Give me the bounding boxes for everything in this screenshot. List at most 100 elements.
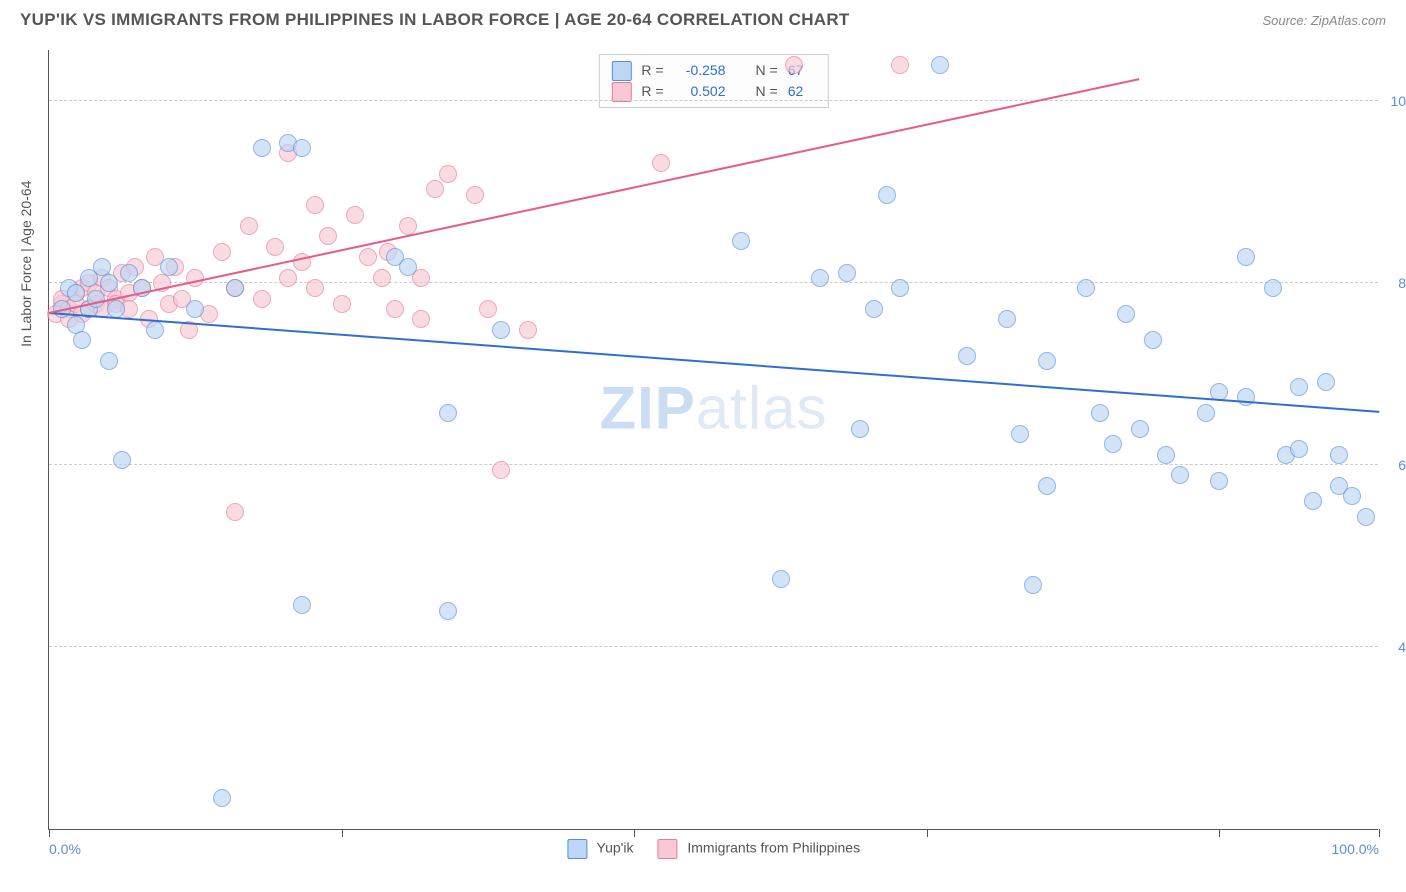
data-point [226, 503, 244, 521]
data-point [492, 461, 510, 479]
data-point [1357, 508, 1375, 526]
legend-swatch-blue [611, 61, 631, 81]
data-point [439, 165, 457, 183]
data-point [240, 217, 258, 235]
y-tick-label: 82.5% [1398, 275, 1406, 291]
legend-r-pink: 0.502 [674, 81, 726, 102]
data-point [213, 243, 231, 261]
data-point [1144, 331, 1162, 349]
legend-swatch-blue [567, 839, 587, 859]
data-point [891, 56, 909, 74]
data-point [1290, 440, 1308, 458]
data-point [293, 596, 311, 614]
data-point [346, 206, 364, 224]
data-point [851, 420, 869, 438]
data-point [1237, 388, 1255, 406]
data-point [1077, 279, 1095, 297]
chart-title: YUP'IK VS IMMIGRANTS FROM PHILIPPINES IN… [20, 10, 850, 30]
data-point [1210, 472, 1228, 490]
legend-row-pink: R = 0.502 N = 62 [611, 81, 815, 102]
data-point [113, 451, 131, 469]
scatter-chart: ZIPatlas R = -0.258 N = 67 R = 0.502 N =… [48, 50, 1378, 830]
data-point [772, 570, 790, 588]
y-tick-label: 100.0% [1391, 93, 1406, 109]
data-point [1171, 466, 1189, 484]
series-legend: Yup'ik Immigrants from Philippines [567, 839, 860, 859]
data-point [253, 139, 271, 157]
data-point [1330, 446, 1348, 464]
x-tick [49, 829, 50, 837]
legend-n-label: N = [756, 60, 778, 81]
data-point [1343, 487, 1361, 505]
data-point [146, 321, 164, 339]
data-point [1117, 305, 1135, 323]
data-point [1104, 435, 1122, 453]
data-point [412, 310, 430, 328]
data-point [279, 269, 297, 287]
data-point [479, 300, 497, 318]
data-point [1157, 446, 1175, 464]
data-point [333, 295, 351, 313]
x-tick-label: 100.0% [1332, 841, 1379, 857]
data-point [399, 258, 417, 276]
x-tick [927, 829, 928, 837]
data-point [1131, 420, 1149, 438]
data-point [1290, 378, 1308, 396]
data-point [1197, 404, 1215, 422]
data-point [466, 186, 484, 204]
data-point [120, 264, 138, 282]
legend-swatch-pink [611, 82, 631, 102]
data-point [186, 300, 204, 318]
data-point [1011, 425, 1029, 443]
data-point [998, 310, 1016, 328]
x-tick-label: 0.0% [49, 841, 81, 857]
watermark: ZIPatlas [599, 374, 827, 443]
data-point [732, 232, 750, 250]
data-point [373, 269, 391, 287]
gridline [49, 282, 1378, 283]
data-point [293, 139, 311, 157]
data-point [439, 404, 457, 422]
data-point [399, 217, 417, 235]
data-point [865, 300, 883, 318]
data-point [107, 300, 125, 318]
data-point [253, 290, 271, 308]
data-point [811, 269, 829, 287]
legend-r-label: R = [641, 60, 663, 81]
legend-n-label: N = [756, 81, 778, 102]
data-point [1304, 492, 1322, 510]
data-point [1038, 352, 1056, 370]
gridline [49, 646, 1378, 647]
legend-label-pink: Immigrants from Philippines [687, 840, 860, 856]
x-tick [1219, 829, 1220, 837]
gridline [49, 100, 1378, 101]
data-point [100, 352, 118, 370]
x-tick [634, 829, 635, 837]
data-point [1038, 477, 1056, 495]
data-point [73, 331, 91, 349]
y-tick-label: 65.0% [1398, 457, 1406, 473]
data-point [838, 264, 856, 282]
data-point [1091, 404, 1109, 422]
data-point [519, 321, 537, 339]
data-point [1024, 576, 1042, 594]
x-tick [342, 829, 343, 837]
y-tick-label: 47.5% [1398, 639, 1406, 655]
data-point [67, 284, 85, 302]
x-tick [1379, 829, 1380, 837]
legend-n-pink: 62 [788, 81, 816, 102]
data-point [186, 269, 204, 287]
data-point [891, 279, 909, 297]
data-point [266, 238, 284, 256]
source-attribution: Source: ZipAtlas.com [1262, 13, 1386, 28]
data-point [439, 602, 457, 620]
data-point [359, 248, 377, 266]
data-point [319, 227, 337, 245]
data-point [426, 180, 444, 198]
legend-item-pink: Immigrants from Philippines [657, 839, 860, 859]
data-point [306, 196, 324, 214]
data-point [100, 274, 118, 292]
gridline [49, 464, 1378, 465]
data-point [785, 56, 803, 74]
legend-swatch-pink [657, 839, 677, 859]
